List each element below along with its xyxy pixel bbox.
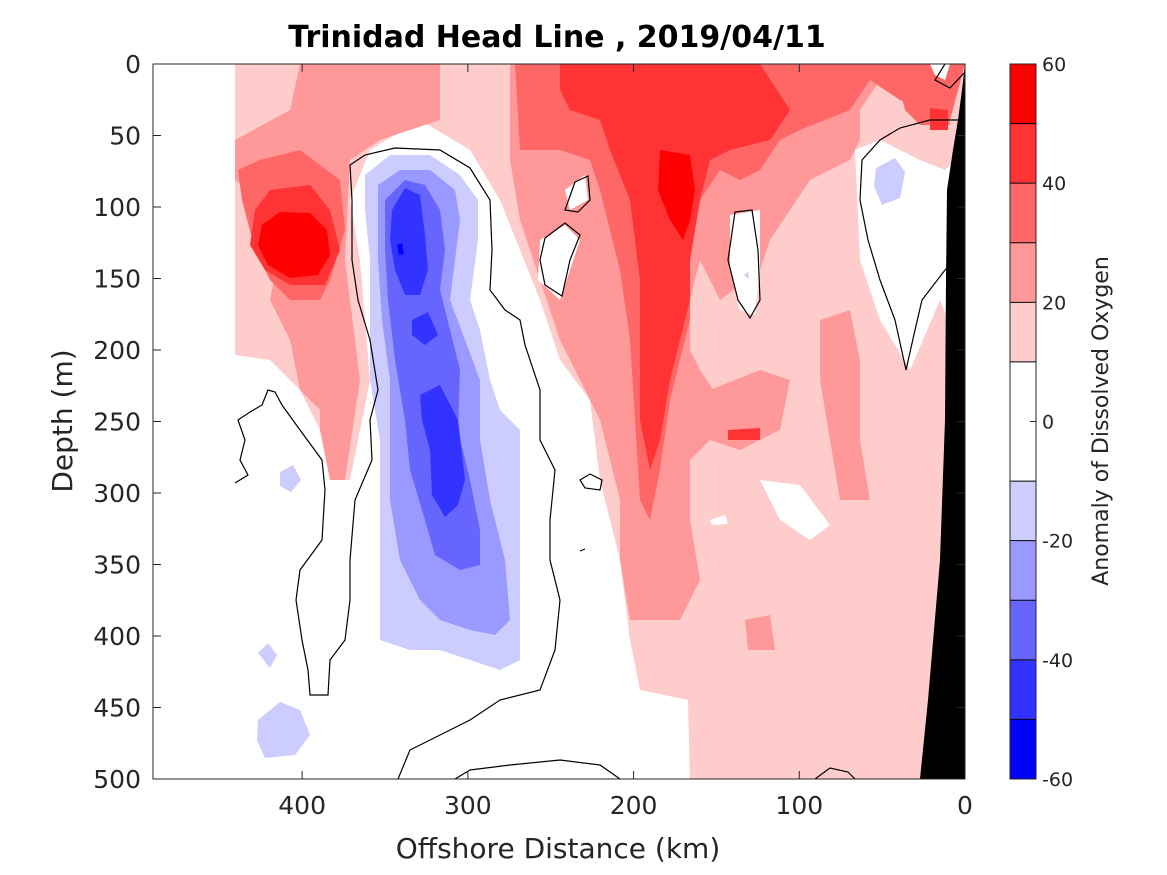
y-tick-label: 200	[93, 336, 141, 365]
contour-fill-pos-40	[560, 64, 790, 470]
colorbar-tick-label: -60	[1042, 769, 1073, 791]
x-axis: 400 300 200 100 0	[278, 64, 973, 820]
contour-fill-neg-40	[420, 385, 465, 517]
y-tick-label: 500	[93, 765, 141, 794]
colorbar: 60 40 20 0 -20 -40 -60	[1009, 54, 1073, 791]
y-tick-label: 0	[125, 50, 141, 79]
colorbar-band	[1010, 600, 1036, 660]
colorbar-band	[1010, 123, 1036, 184]
y-tick-label: 250	[93, 408, 141, 437]
zero-contour-line	[579, 548, 586, 552]
zero-contour-line	[727, 209, 761, 320]
y-tick-label: 400	[93, 622, 141, 651]
x-tick-label: 200	[610, 791, 658, 820]
colorbar-tick-label: 60	[1042, 54, 1066, 76]
zero-contour-line	[564, 175, 591, 213]
contour-fill-neg-50	[397, 243, 404, 255]
contour-fill-neg-10	[280, 465, 301, 492]
x-tick-label: 400	[278, 791, 326, 820]
colorbar-band	[1010, 183, 1036, 243]
colorbar-band	[1010, 302, 1036, 362]
y-tick-label: 450	[93, 694, 141, 723]
contour-fill-pos-40	[930, 108, 948, 130]
colorbar-tick-label: 40	[1042, 173, 1066, 195]
chart-title: Trinidad Head Line , 2019/04/11	[288, 20, 825, 55]
contour-fill-neg-10	[744, 272, 749, 279]
y-tick-label: 300	[93, 479, 141, 508]
zero-contour-line	[814, 767, 856, 779]
contour-fill-neg-10	[257, 702, 310, 758]
contour-fill-pos-40	[728, 428, 760, 440]
contour-fill-neg-40	[412, 312, 438, 345]
x-tick-label: 100	[775, 791, 823, 820]
y-tick-label: 150	[93, 265, 141, 294]
x-tick-label: 0	[957, 791, 973, 820]
plot-area	[153, 64, 965, 779]
contour-fill-neg-10	[874, 158, 905, 205]
zero-contour-line	[539, 222, 581, 297]
zero-contour-line	[234, 164, 379, 696]
zero-contour-line	[859, 119, 965, 371]
y-tick-label: 100	[93, 193, 141, 222]
y-tick-label: 350	[93, 551, 141, 580]
colorbar-tick-label: -20	[1042, 531, 1073, 553]
contour-fill-neg-40	[390, 188, 428, 295]
contour-fill-pos-20	[820, 310, 870, 500]
colorbar-band	[1010, 719, 1036, 779]
contour-fill-pos-20	[745, 615, 775, 650]
colorbar-band	[1010, 64, 1036, 124]
contour-fill-pos-50	[258, 212, 330, 278]
contour-fill-neg-10	[258, 643, 277, 668]
colorbar-tick-label: -40	[1042, 650, 1073, 672]
contour-fill-pos-10	[235, 64, 965, 779]
x-axis-label: Offshore Distance (km)	[396, 832, 721, 865]
contour-fill-near-zero	[710, 515, 728, 525]
contour-fill-near-zero	[565, 175, 588, 210]
colorbar-band	[1010, 242, 1036, 303]
zero-contour-line	[934, 64, 965, 89]
contour-fill-pos-50	[658, 150, 695, 240]
zero-contour-line	[579, 473, 603, 491]
seafloor-mask	[920, 64, 965, 779]
y-axis-label: Depth (m)	[46, 349, 79, 492]
y-axis: 0 50 100 150 200 250 300 350 400 450 500	[93, 50, 965, 794]
contour-fill-near-zero	[760, 480, 830, 540]
colorbar-band	[1010, 481, 1036, 541]
colorbar-label: Anomaly of Dissolved Oxygen	[1089, 256, 1114, 586]
contour-fill-near-zero	[538, 225, 580, 300]
y-tick-label: 50	[109, 122, 141, 151]
colorbar-band	[1010, 659, 1036, 720]
x-tick-label: 300	[444, 791, 492, 820]
colorbar-tick-label: 0	[1042, 412, 1054, 434]
colorbar-band	[1010, 540, 1036, 601]
colorbar-tick-label: 20	[1042, 292, 1066, 314]
contour-fill-near-zero	[730, 210, 760, 315]
zero-contour-line	[349, 147, 561, 779]
